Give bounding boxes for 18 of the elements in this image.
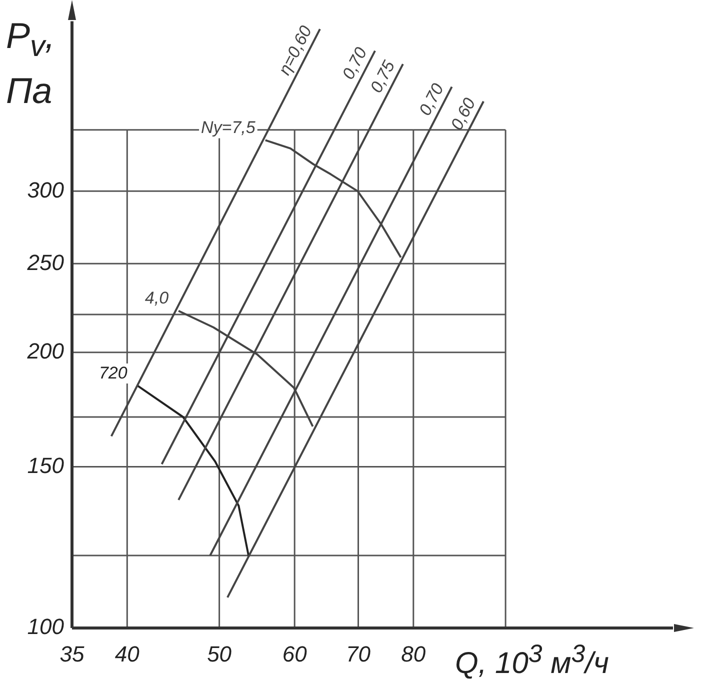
text: 0,60 (447, 94, 480, 134)
x-tick-label: 50 (207, 641, 232, 666)
y-tick-label: 200 (26, 338, 65, 364)
x-axis-title: Q, 10$^{3}$ м$^{3}$/ч (455, 640, 609, 681)
text: 0,70 (415, 80, 448, 119)
x-tick-label: 35 (60, 641, 85, 666)
x-tick-label: 40 (114, 641, 140, 666)
x-tick-label: 60 (282, 641, 308, 666)
y-tick-label: 100 (27, 614, 65, 640)
x-tick-label: 70 (346, 641, 372, 666)
series-label: 720 (98, 363, 128, 382)
y-tick-label: 300 (27, 177, 65, 202)
y-axis-title: P$_{v}$, Па (6, 14, 56, 114)
series-label: 4,0 (144, 288, 170, 308)
y-tick-label: 250 (26, 250, 65, 275)
x-tick-label: 80 (401, 641, 426, 666)
series-label: Ny=7,5 (201, 118, 256, 137)
y-tick-label: 150 (27, 452, 65, 478)
